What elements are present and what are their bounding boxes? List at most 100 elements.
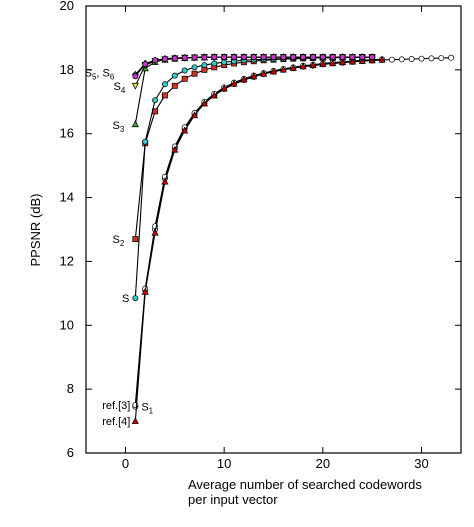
data-point (210, 91, 218, 99)
data-point (191, 64, 198, 71)
series-s2 (132, 54, 376, 243)
y-tick-label: 6 (67, 445, 74, 460)
data-point (171, 82, 178, 89)
data-point (260, 69, 268, 77)
data-point (161, 177, 169, 185)
data-point (279, 65, 287, 73)
data-point (349, 54, 356, 61)
data-point (339, 58, 347, 66)
data-point (329, 59, 337, 67)
y-tick-label: 14 (60, 190, 74, 205)
x-axis-title: Average number of searched codewords (188, 477, 422, 492)
data-point (220, 84, 228, 92)
data-point (319, 54, 326, 61)
data-point (211, 54, 218, 61)
ann-s2: S2 (113, 234, 125, 248)
data-point (152, 97, 159, 104)
data-point (240, 54, 247, 61)
data-point (201, 54, 208, 61)
data-point (290, 54, 297, 61)
data-point (428, 55, 435, 62)
data-point (142, 61, 149, 68)
data-point (132, 295, 139, 302)
ann-ref3: ref.[3] (102, 400, 130, 412)
data-point (151, 228, 159, 236)
data-point (269, 67, 278, 75)
data-point (448, 54, 455, 61)
ann-ref4: ref.[4] (102, 416, 130, 428)
data-point (299, 62, 307, 70)
data-point (250, 54, 257, 61)
series-ref-3- (132, 56, 386, 409)
data-point (152, 57, 159, 64)
y-tick-label: 8 (67, 381, 74, 396)
data-point (378, 55, 386, 63)
y-tick-label: 16 (60, 126, 74, 141)
ann-s4: S4 (114, 81, 126, 95)
axes: 0 10 20 30 6 8 10 12 14 16 18 20 (60, 0, 462, 471)
data-point (231, 54, 237, 61)
data-point (211, 60, 218, 67)
x-tick-label: 30 (414, 456, 428, 471)
data-point (201, 62, 208, 69)
data-point (270, 54, 277, 61)
y-tick-label: 20 (60, 0, 74, 13)
data-point (418, 55, 425, 62)
series-ref-4- (131, 55, 386, 425)
data-point (309, 61, 317, 69)
data-point (181, 54, 188, 61)
y-tick-label: 18 (60, 62, 74, 77)
data-point (131, 120, 139, 128)
data-point (289, 63, 297, 71)
ann-s1: S1 (141, 402, 153, 416)
ann-s: S (122, 293, 129, 305)
data-point (171, 55, 178, 62)
x-axis-title-line2: per input vector (188, 492, 278, 507)
data-point (161, 56, 168, 62)
x-tick-label: 20 (316, 456, 330, 471)
series-line (134, 59, 383, 422)
data-point (201, 66, 208, 73)
data-point (221, 54, 228, 61)
x-tick-label: 10 (217, 456, 231, 471)
series-s6 (132, 54, 376, 80)
data-point (310, 54, 316, 61)
data-point (240, 75, 248, 83)
series-s3 (131, 53, 376, 128)
data-point (181, 75, 188, 82)
data-point (319, 60, 327, 68)
y-tick-label: 10 (60, 317, 74, 332)
series-line (134, 57, 452, 407)
series-s1 (132, 54, 455, 410)
data-point (181, 126, 189, 134)
y-tick-label: 12 (60, 253, 74, 268)
data-point (339, 54, 346, 61)
data-point (132, 236, 139, 243)
y-axis-title: PPSNR (dB) (28, 194, 43, 267)
data-point (398, 56, 405, 63)
data-point (171, 145, 179, 153)
data-point (359, 54, 366, 61)
data-point (132, 73, 139, 80)
data-point (230, 79, 238, 87)
data-point (142, 138, 149, 145)
data-point (181, 67, 188, 74)
data-point (131, 82, 139, 90)
data-point (250, 72, 258, 80)
data-point (161, 81, 168, 88)
data-point (438, 55, 445, 61)
data-point (161, 92, 168, 99)
plot-frame (85, 5, 462, 454)
data-point (369, 54, 376, 61)
data-point (200, 99, 208, 107)
data-point (348, 57, 357, 65)
series-line (134, 56, 373, 240)
data-point (191, 70, 198, 77)
data-point (191, 54, 198, 61)
data-point (260, 54, 267, 61)
ann-s5-s6: S5, S6 (85, 68, 115, 82)
x-tick-label: 0 (122, 456, 129, 471)
data-point (131, 417, 139, 425)
